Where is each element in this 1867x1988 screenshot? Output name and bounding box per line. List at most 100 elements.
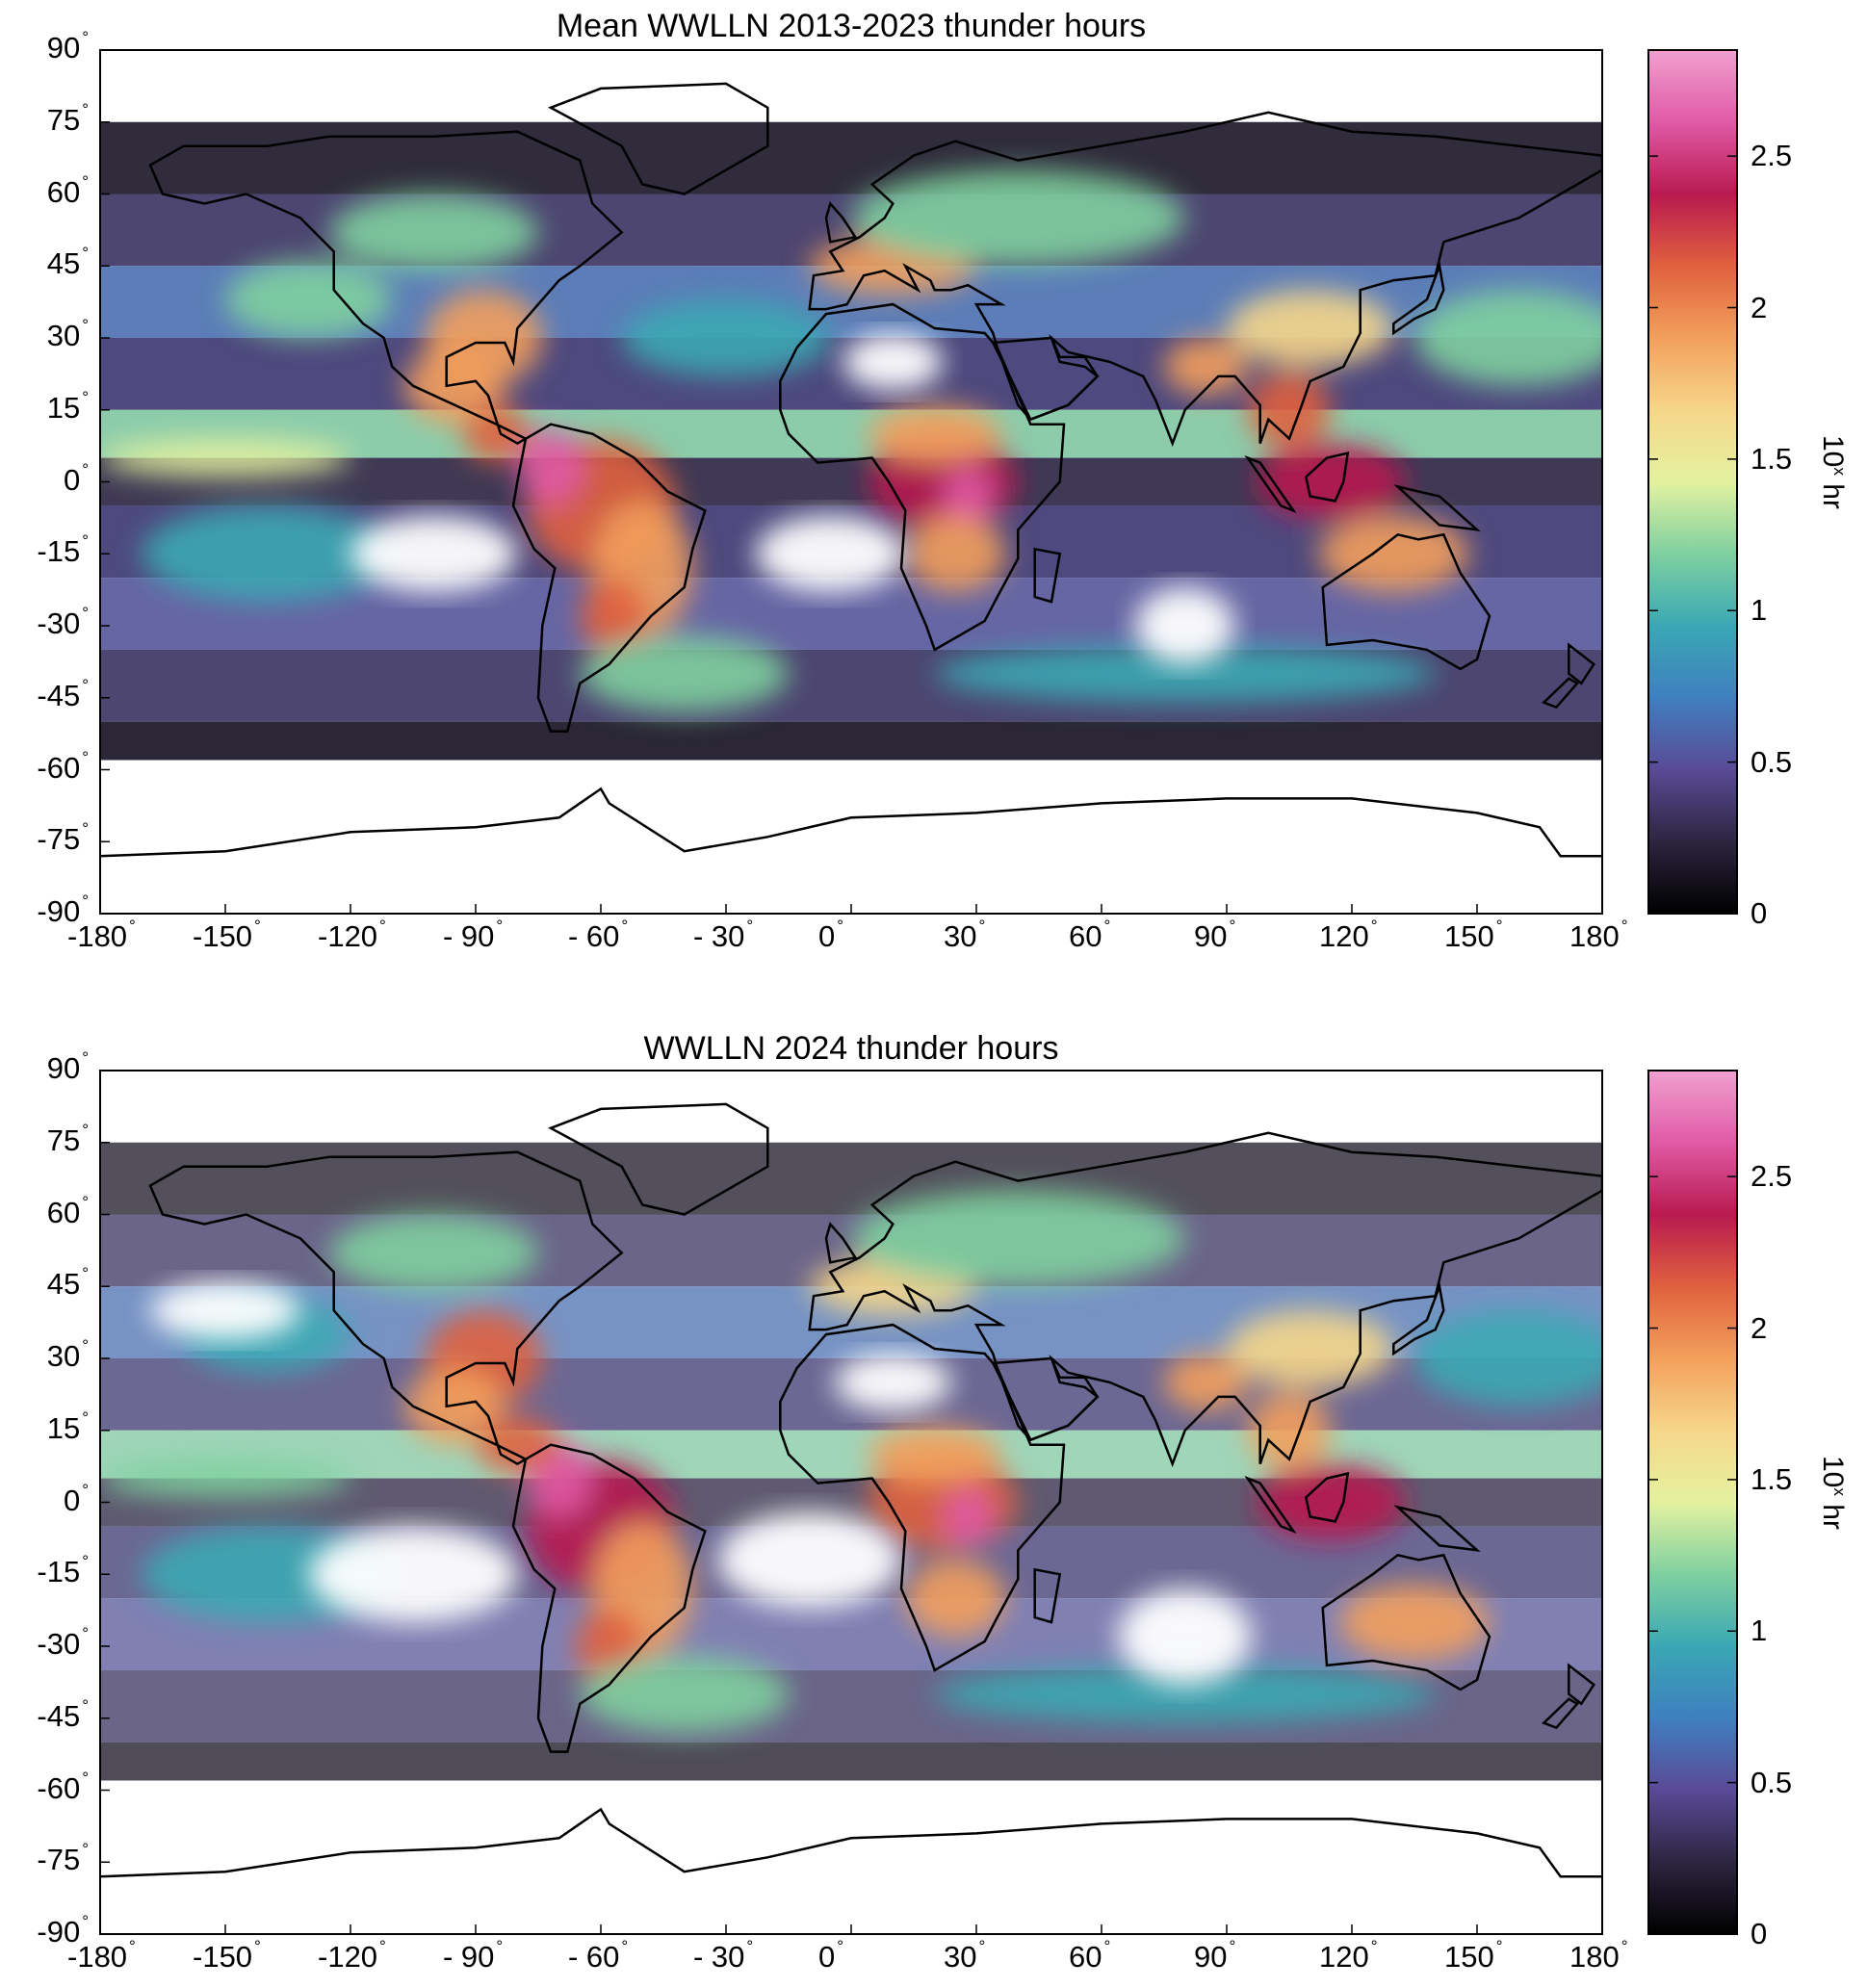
coastline-arabia xyxy=(991,1356,1100,1442)
no-data-area xyxy=(1134,587,1235,664)
thunder-hotspot xyxy=(580,1655,790,1733)
lat-tick-label: -75 ° xyxy=(37,819,89,857)
lat-tick-label: -60 ° xyxy=(37,747,89,785)
lat-tick-label: 15 ° xyxy=(46,1407,89,1445)
lon-tick-label: -120 ° xyxy=(318,917,386,953)
colorbar xyxy=(1647,1070,1738,1935)
thunder-hotspot xyxy=(621,299,831,376)
no-data-area xyxy=(308,1526,518,1623)
coastline-northAmerica xyxy=(148,130,624,446)
thunder-hotspot xyxy=(1227,290,1394,367)
thunder-hotspot xyxy=(463,404,531,463)
coastline-borneo xyxy=(1304,1471,1350,1523)
lon-tick-label: 90 ° xyxy=(1194,917,1236,953)
thunder-hotspot xyxy=(100,1459,350,1498)
lon-tick-label: -150 ° xyxy=(193,1937,261,1974)
lon-tick-label: 150 ° xyxy=(1444,1937,1503,1974)
lon-tick-label: 120 ° xyxy=(1319,917,1378,953)
lat-tick-label: 90 ° xyxy=(46,1048,89,1085)
thunder-hotspot xyxy=(868,404,1001,463)
coastline-newguinea xyxy=(1393,1505,1481,1553)
thunder-hotspot xyxy=(142,505,393,603)
background-band xyxy=(100,1142,1602,1215)
coastline-borneo xyxy=(1304,451,1350,503)
no-data-area xyxy=(717,1511,902,1609)
coastline-southAmerica xyxy=(511,1443,707,1753)
heatmap-field xyxy=(100,50,1602,914)
colorbar-tick-label: 1.5 xyxy=(1750,441,1793,476)
no-data-area xyxy=(843,333,944,391)
colorbar-tick-label: 1 xyxy=(1750,593,1768,628)
background-band xyxy=(100,1742,1602,1781)
coastline-newzealand xyxy=(1568,642,1595,685)
lat-tick-label: 15 ° xyxy=(46,387,89,425)
lat-tick-label: -15 ° xyxy=(37,1552,89,1589)
thunder-hotspot xyxy=(225,261,393,338)
lat-tick-label: -30 ° xyxy=(37,1624,89,1661)
coastline-africa xyxy=(779,1323,1066,1672)
colorbar-tick-label: 1.5 xyxy=(1750,1461,1793,1496)
coastline-uk xyxy=(824,1221,858,1264)
coastline-newzealand xyxy=(1568,1663,1595,1706)
colorbar-tick-label: 2.5 xyxy=(1750,139,1793,173)
map-title: WWLLN 2024 thunder hours xyxy=(643,1030,1059,1067)
antarctic-area xyxy=(100,760,1602,914)
thunder-hotspot xyxy=(1164,338,1248,396)
coastline-greenland xyxy=(548,82,769,195)
colorbar-label: 10x hr xyxy=(1817,435,1849,509)
thunder-hotspot xyxy=(868,1425,1001,1484)
no-data-area xyxy=(834,1354,951,1411)
thunder-hotspot xyxy=(1414,1310,1602,1407)
colorbar-tick-label: 1 xyxy=(1750,1614,1768,1648)
colorbar-tick-label: 0 xyxy=(1750,1917,1768,1950)
background-band xyxy=(100,121,1602,194)
lon-tick-label: - 90 ° xyxy=(443,1937,504,1974)
thunder-hotspot xyxy=(1414,290,1602,386)
thunder-hotspot xyxy=(905,1560,1006,1638)
colorbar xyxy=(1647,49,1738,915)
thunder-hotspot xyxy=(580,578,647,655)
thunder-hotspot xyxy=(934,644,1436,703)
lon-tick-label: -180 ° xyxy=(67,1937,136,1974)
lat-tick-label: 30 ° xyxy=(46,316,89,352)
thunder-hotspot xyxy=(1227,1310,1394,1387)
antarctic-area xyxy=(100,1780,1602,1934)
lat-tick-label: 30 ° xyxy=(46,1336,89,1373)
no-data-area xyxy=(150,1281,300,1340)
coastline-japan xyxy=(1392,261,1445,336)
lat-tick-label: -45 ° xyxy=(37,1695,89,1733)
thunder-hotspot xyxy=(329,1214,538,1292)
thunder-hotspot xyxy=(943,1487,994,1546)
lon-tick-label: 30 ° xyxy=(944,917,986,953)
arctic-area xyxy=(100,1071,1602,1119)
lon-tick-label: 0 ° xyxy=(818,917,844,953)
thunder-hotspot xyxy=(404,347,506,425)
thunder-hotspot xyxy=(329,194,538,271)
coastline-nz2 xyxy=(1542,677,1579,710)
lat-tick-label: 75 ° xyxy=(46,1120,89,1157)
coastline-madagascar xyxy=(1033,1567,1062,1624)
background-band xyxy=(100,721,1602,761)
thunder-hotspot xyxy=(1256,1463,1407,1541)
lon-tick-label: -120 ° xyxy=(318,1937,386,1974)
lon-tick-label: 0 ° xyxy=(818,1937,844,1974)
thunder-hotspot xyxy=(1256,443,1407,521)
lon-tick-label: - 30 ° xyxy=(693,917,754,953)
thunder-hotspot xyxy=(851,1190,1185,1287)
lat-tick-label: -45 ° xyxy=(37,675,89,712)
lon-tick-label: -150 ° xyxy=(193,917,261,953)
lon-tick-label: - 90 ° xyxy=(443,917,504,953)
lon-tick-label: 180 ° xyxy=(1569,1937,1628,1974)
thunder-hotspot xyxy=(1247,371,1332,449)
coastline-sumatra xyxy=(1244,454,1297,514)
coastline-antarctica xyxy=(100,787,1602,858)
coastline-eurasia xyxy=(808,111,1602,448)
map-panel-mean: Mean WWLLN 2013-2023 thunder hours 10x h… xyxy=(0,0,1867,992)
coastline-japan xyxy=(1392,1281,1445,1356)
arctic-area xyxy=(100,50,1602,98)
thunder-hotspot xyxy=(100,438,350,478)
coastline-australia xyxy=(1321,532,1491,671)
thunder-hotspot xyxy=(905,515,1006,593)
coastline-southAmerica xyxy=(511,423,707,733)
lon-tick-label: 120 ° xyxy=(1319,1937,1378,1974)
